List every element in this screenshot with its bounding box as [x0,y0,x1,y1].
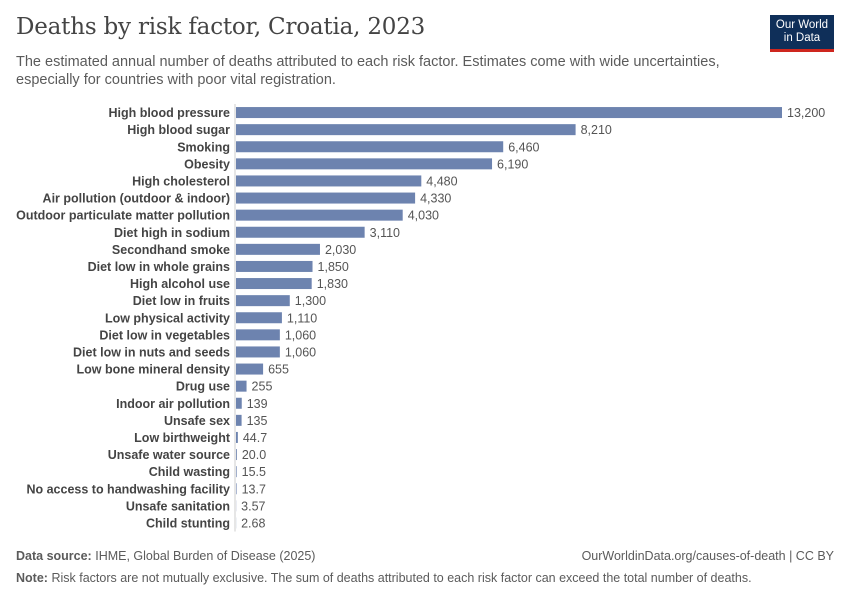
data-source-label: Data source: [16,549,92,563]
bar[interactable] [236,329,280,341]
bar[interactable] [236,278,312,290]
bar[interactable] [236,209,403,221]
bar[interactable] [236,431,238,443]
value-label: 1,850 [318,260,349,274]
bar[interactable] [236,466,237,478]
category-label: High alcohol use [130,277,230,291]
category-label: Smoking [177,140,230,154]
bar[interactable] [236,158,493,170]
category-label: Low birthweight [134,431,231,445]
bar[interactable] [236,380,247,392]
category-label: Drug use [176,380,230,394]
category-label: Secondhand smoke [112,243,230,257]
value-label: 255 [252,380,273,394]
chart-subtitle: The estimated annual number of deaths at… [16,54,720,88]
category-label: Indoor air pollution [116,397,230,411]
logo-line-2: in Data [783,32,821,44]
bar[interactable] [236,226,365,238]
value-label: 4,030 [408,209,439,223]
category-label: Diet low in nuts and seeds [73,345,230,359]
bar[interactable] [236,363,264,375]
value-label: 4,480 [426,174,457,188]
bar[interactable] [236,397,242,409]
value-label: 6,460 [508,140,539,154]
value-label: 1,830 [317,277,348,291]
bar[interactable] [236,346,280,358]
bar[interactable] [236,295,290,307]
value-label: 655 [268,363,289,377]
bar[interactable] [236,260,313,272]
logo-line-1: Our World [775,19,829,31]
value-label: 15.5 [242,465,266,479]
bar[interactable] [236,192,416,204]
category-label: Unsafe sex [164,414,230,428]
value-label: 20.0 [242,448,266,462]
category-label: High blood sugar [127,123,230,137]
category-label: Diet low in fruits [133,294,230,308]
data-source-text: IHME, Global Burden of Disease (2025) [95,549,316,563]
value-label: 13,200 [787,106,825,120]
chart-note: Note: Risk factors are not mutually excl… [16,571,752,585]
category-label: Unsafe sanitation [126,499,230,513]
category-label: Diet low in whole grains [88,260,230,274]
value-label: 13.7 [242,482,266,496]
category-label: Low physical activity [105,311,230,325]
note-label: Note: [16,571,48,585]
value-label: 44.7 [243,431,267,445]
note-text: Risk factors are not mutually exclusive.… [51,571,752,585]
category-label: No access to handwashing facility [26,482,230,496]
category-label: Diet low in vegetables [99,328,230,342]
bar[interactable] [236,414,242,426]
category-label: Obesity [184,157,230,171]
value-label: 1,060 [285,328,316,342]
source-url-link[interactable]: OurWorldinData.org/causes-of-death | CC … [581,549,834,563]
bar[interactable] [236,124,576,136]
chart-title: Deaths by risk factor, Croatia, 2023 [16,14,426,40]
owid-logo[interactable]: Our World in Data [770,15,834,52]
bar[interactable] [236,175,422,187]
category-label: Air pollution (outdoor & indoor) [43,192,230,206]
data-source: Data source: IHME, Global Burden of Dise… [16,549,315,563]
category-label: High cholesterol [132,174,230,188]
category-label: Unsafe water source [108,448,230,462]
value-label: 3,110 [370,226,400,240]
value-label: 1,060 [285,345,316,359]
category-label: Child wasting [149,465,230,479]
value-label: 3.57 [241,499,265,513]
value-label: 2,030 [325,243,356,257]
category-label: Diet high in sodium [114,226,230,240]
bar[interactable] [236,449,237,461]
value-label: 1,300 [295,294,326,308]
category-label: High blood pressure [108,106,230,120]
bar[interactable] [236,312,282,324]
category-label: Child stunting [146,516,230,530]
bar[interactable] [236,141,504,153]
value-label: 2.68 [241,516,265,530]
bar[interactable] [236,243,320,255]
category-label: Outdoor particulate matter pollution [16,209,230,223]
value-label: 6,190 [497,157,528,171]
value-label: 1,110 [287,311,317,325]
value-label: 135 [247,414,268,428]
bar[interactable] [236,483,237,495]
value-label: 4,330 [420,192,451,206]
bar[interactable] [236,107,782,119]
category-label: Low bone mineral density [77,363,231,377]
value-label: 8,210 [581,123,612,137]
value-label: 139 [247,397,268,411]
